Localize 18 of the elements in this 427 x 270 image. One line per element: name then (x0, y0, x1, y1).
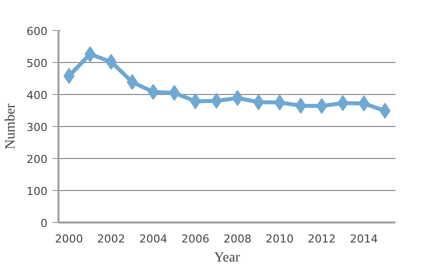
y-tick-label: 500 (26, 57, 48, 70)
y-axis-title: Number (4, 103, 19, 150)
y-tick-label: 100 (26, 185, 48, 198)
x-tick-label: 2008 (224, 232, 252, 246)
x-tick-label: 2006 (181, 232, 210, 246)
y-tick-label: 0 (40, 217, 48, 230)
x-axis-title: Year (214, 250, 240, 266)
x-tick-label: 2010 (266, 232, 294, 246)
y-tick-label: 600 (26, 25, 48, 38)
x-tick-label: 2012 (308, 232, 336, 246)
point (274, 94, 286, 110)
y-tick-label: 300 (26, 121, 48, 134)
x-tick-label: 2004 (139, 232, 168, 246)
x-tick-label: 2000 (55, 232, 84, 246)
x-tick-label: 2002 (97, 232, 126, 246)
x-tick-label: 2014 (350, 232, 378, 246)
y-tick-label: 400 (26, 89, 48, 102)
y-tick-label: 200 (26, 153, 48, 166)
